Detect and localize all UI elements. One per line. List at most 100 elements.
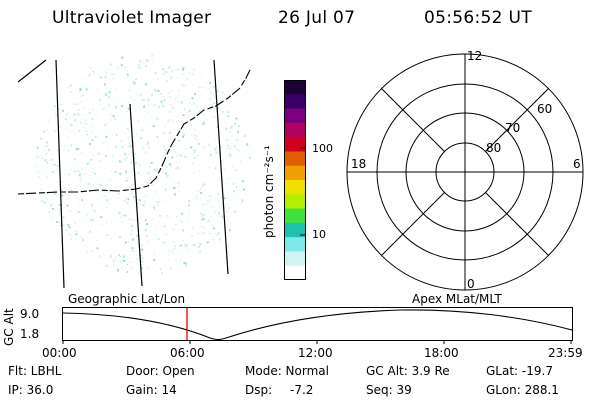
image-speckle xyxy=(48,211,51,214)
image-speckle xyxy=(123,199,126,202)
image-speckle xyxy=(242,136,244,138)
image-speckle xyxy=(115,171,118,174)
image-speckle xyxy=(128,145,131,148)
image-speckle xyxy=(175,187,177,189)
image-speckle xyxy=(209,153,212,156)
image-speckle xyxy=(145,65,148,68)
image-speckle xyxy=(64,117,67,120)
gc-alt-curve xyxy=(62,309,573,341)
image-speckle xyxy=(171,107,174,110)
image-speckle xyxy=(162,241,165,244)
image-speckle xyxy=(221,113,223,115)
image-speckle xyxy=(191,256,193,257)
image-speckle xyxy=(79,220,81,222)
image-speckle xyxy=(233,210,236,213)
image-speckle xyxy=(203,113,205,115)
image-speckle xyxy=(99,160,102,162)
image-speckle xyxy=(230,222,232,224)
image-speckle xyxy=(138,192,140,194)
image-speckle xyxy=(208,232,210,234)
image-speckle xyxy=(105,264,108,267)
image-speckle xyxy=(66,204,69,207)
image-speckle xyxy=(174,205,176,207)
image-speckle xyxy=(126,73,129,76)
image-speckle xyxy=(177,68,180,71)
image-speckle xyxy=(163,73,164,75)
image-speckle xyxy=(240,160,243,163)
image-speckle xyxy=(70,237,73,240)
image-speckle xyxy=(109,63,112,66)
image-speckle xyxy=(152,125,155,128)
mlt-label-6: 6 xyxy=(573,157,581,171)
image-speckle xyxy=(183,262,186,264)
polar-diagonal xyxy=(485,88,549,152)
image-speckle xyxy=(54,130,57,133)
image-speckle xyxy=(183,133,186,136)
image-speckle xyxy=(145,83,147,86)
image-speckle xyxy=(153,252,156,255)
image-speckle xyxy=(199,212,202,215)
image-speckle xyxy=(54,105,57,108)
image-speckle xyxy=(227,222,228,224)
color-bar-tick-label-100: 100 xyxy=(312,142,333,155)
image-speckle xyxy=(97,183,100,186)
image-speckle xyxy=(156,135,159,138)
image-speckle xyxy=(45,152,48,155)
image-speckle xyxy=(217,192,220,195)
image-speckle xyxy=(172,120,174,122)
image-speckle xyxy=(217,164,219,166)
image-speckle xyxy=(75,213,77,215)
image-speckle xyxy=(138,66,141,69)
image-speckle xyxy=(155,230,157,232)
image-speckle xyxy=(134,153,137,156)
image-speckle xyxy=(110,132,112,134)
image-speckle xyxy=(77,169,80,172)
image-speckle xyxy=(120,268,122,270)
image-speckle xyxy=(132,249,135,252)
image-speckle xyxy=(219,147,222,150)
image-speckle xyxy=(136,258,139,261)
image-speckle xyxy=(199,109,201,112)
image-speckle xyxy=(168,66,171,69)
image-speckle xyxy=(225,140,227,142)
image-speckle xyxy=(153,184,155,186)
color-bar-band xyxy=(284,180,306,195)
image-speckle xyxy=(97,113,99,115)
image-speckle xyxy=(67,149,70,152)
image-speckle xyxy=(90,67,92,69)
image-speckle xyxy=(92,124,94,127)
image-speckle xyxy=(69,130,71,132)
image-speckle xyxy=(229,130,232,133)
image-speckle xyxy=(141,146,143,148)
image-speckle xyxy=(145,144,147,146)
image-speckle xyxy=(157,238,160,241)
image-speckle xyxy=(126,158,128,160)
image-speckle xyxy=(114,89,116,91)
image-speckle xyxy=(201,219,204,222)
color-bar-band xyxy=(284,222,306,238)
image-speckle xyxy=(141,271,144,274)
image-speckle xyxy=(86,133,88,135)
image-speckle xyxy=(229,132,231,134)
image-speckle xyxy=(243,188,245,191)
image-speckle xyxy=(225,127,228,130)
image-speckle xyxy=(92,109,94,111)
image-speckle xyxy=(230,147,232,149)
image-speckle xyxy=(89,230,91,233)
image-speckle xyxy=(80,152,82,154)
image-speckle xyxy=(181,83,184,86)
image-speckle xyxy=(223,168,226,171)
image-speckle xyxy=(79,179,82,182)
image-speckle xyxy=(44,159,47,161)
image-speckle xyxy=(145,234,148,237)
image-speckle xyxy=(126,111,128,113)
polar-diagonal xyxy=(485,192,549,256)
mode-status: Mode: Normal xyxy=(245,364,329,378)
image-speckle xyxy=(236,139,238,141)
image-speckle xyxy=(163,99,166,102)
image-speckle xyxy=(186,249,188,251)
image-speckle xyxy=(200,191,203,194)
coastline-segment xyxy=(18,59,47,83)
image-speckle xyxy=(109,254,112,257)
image-speckle xyxy=(157,197,158,199)
